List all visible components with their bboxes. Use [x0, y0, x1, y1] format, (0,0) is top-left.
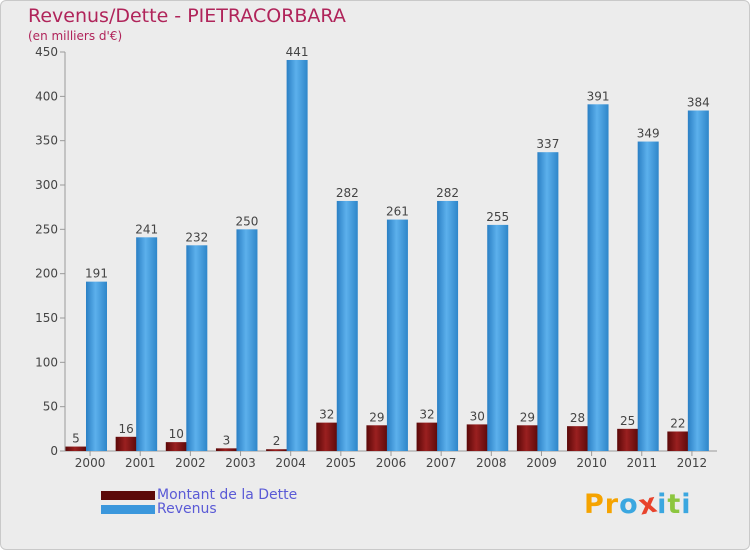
bar-revenue-2010 [587, 104, 609, 452]
bar-revenue-2009 [537, 152, 559, 451]
bar-debt-2007 [416, 422, 438, 451]
x-tick-label: 2009 [526, 456, 557, 470]
label-revenue-2007: 282 [436, 186, 459, 200]
bar-revenue-2008 [487, 224, 509, 451]
label-debt-2010: 28 [570, 411, 585, 425]
x-tick-label: 2012 [677, 456, 708, 470]
label-debt-2012: 22 [670, 416, 685, 430]
bar-revenue-2003 [236, 229, 258, 451]
bar-revenue-2002 [186, 245, 208, 451]
bar-debt-2002 [165, 442, 187, 451]
legend-swatch-debt [101, 490, 155, 500]
chart-title: Revenus/Dette - PIETRACORBARA [28, 5, 346, 27]
logo-letter: t [667, 489, 682, 520]
y-tick-label: 0 [50, 444, 58, 458]
chart-axes: 0 50 100 150 200 250 300 350 400 450 2000 2001 2002 2… [35, 45, 717, 470]
label-revenue-2010: 391 [587, 89, 610, 103]
bar-revenue-2001 [136, 237, 158, 451]
bar-revenue-2011 [637, 141, 659, 451]
bar-debt-2005 [316, 422, 338, 451]
logo-letter: i [681, 489, 692, 520]
y-tick-label: 200 [35, 267, 58, 281]
bar-debt-2001 [115, 436, 137, 451]
bar-debt-2009 [516, 425, 538, 451]
x-tick-label: 2003 [225, 456, 256, 470]
x-tick-label: 2008 [476, 456, 507, 470]
bar-debt-2003 [215, 448, 237, 451]
y-tick-label: 400 [35, 89, 58, 103]
bar-debt-2010 [567, 426, 589, 451]
bar-revenue-2004 [286, 59, 308, 451]
label-revenue-2011: 349 [637, 127, 660, 141]
label-debt-2002: 10 [169, 427, 184, 441]
x-tick-label: 2005 [326, 456, 357, 470]
bar-debt-2008 [466, 424, 488, 451]
bar-revenue-2005 [336, 200, 358, 451]
legend-label-revenue: Revenus [157, 501, 217, 517]
y-tick-label: 300 [35, 178, 58, 192]
y-tick-label: 250 [35, 222, 58, 236]
label-debt-2000: 5 [72, 432, 80, 446]
x-tick-label: 2010 [576, 456, 607, 470]
label-revenue-2005: 282 [336, 186, 359, 200]
label-debt-2005: 32 [319, 408, 334, 422]
label-revenue-2012: 384 [687, 96, 710, 110]
label-debt-2006: 29 [369, 410, 384, 424]
x-tick-label: 2011 [626, 456, 657, 470]
label-revenue-2000: 191 [85, 267, 108, 281]
label-revenue-2003: 250 [236, 214, 259, 228]
label-debt-2008: 30 [470, 409, 485, 423]
bar-revenue-2000 [86, 281, 107, 451]
chart-value-labels: 5 191 16 241 10 232 3 250 2 441 32 282 29 261 32 282 30 2… [72, 45, 710, 448]
label-debt-2001: 16 [119, 422, 134, 436]
x-tick-label: 2000 [75, 456, 106, 470]
legend-swatch-revenue [101, 504, 155, 514]
x-tick-label: 2004 [275, 456, 306, 470]
y-tick-label: 150 [35, 311, 58, 325]
x-tick-label: 2002 [175, 456, 206, 470]
bar-debt-2006 [366, 425, 388, 451]
label-revenue-2001: 241 [135, 222, 158, 236]
legend-label-debt: Montant de la Dette [157, 487, 298, 503]
legend-item-revenue: Revenus [101, 501, 217, 517]
chart-subtitle: (en milliers d'€) [28, 29, 123, 43]
logo-letter: r [604, 489, 620, 520]
label-debt-2011: 25 [620, 414, 635, 428]
y-tick-label: 450 [35, 45, 58, 59]
logo-letter: P [584, 489, 605, 520]
bar-debt-2012 [667, 431, 689, 451]
label-revenue-2002: 232 [185, 230, 208, 244]
bar-debt-2000 [65, 446, 87, 451]
label-revenue-2006: 261 [386, 205, 409, 219]
logo-letter: i [657, 489, 668, 520]
proxiti-logo: Proxiti [584, 487, 692, 521]
y-tick-label: 350 [35, 134, 58, 148]
label-revenue-2008: 255 [486, 210, 509, 224]
x-tick-label: 2001 [125, 456, 156, 470]
logo-letter: o [619, 489, 639, 520]
label-debt-2009: 29 [520, 410, 535, 424]
chart-bars [65, 59, 709, 452]
bar-debt-2004 [266, 449, 288, 451]
y-tick-label: 100 [35, 355, 58, 369]
y-tick-label: 50 [43, 400, 58, 414]
label-debt-2007: 32 [419, 408, 434, 422]
label-debt-2003: 3 [223, 433, 231, 447]
label-debt-2004: 2 [273, 434, 281, 448]
x-tick-label: 2007 [426, 456, 457, 470]
legend-item-debt: Montant de la Dette [101, 487, 297, 503]
bar-debt-2011 [617, 428, 639, 451]
label-revenue-2004: 441 [286, 45, 309, 59]
bar-revenue-2006 [386, 219, 408, 451]
bar-revenue-2012 [687, 110, 709, 452]
label-revenue-2009: 337 [536, 137, 559, 151]
x-tick-label: 2006 [376, 456, 407, 470]
bar-revenue-2007 [437, 200, 459, 451]
